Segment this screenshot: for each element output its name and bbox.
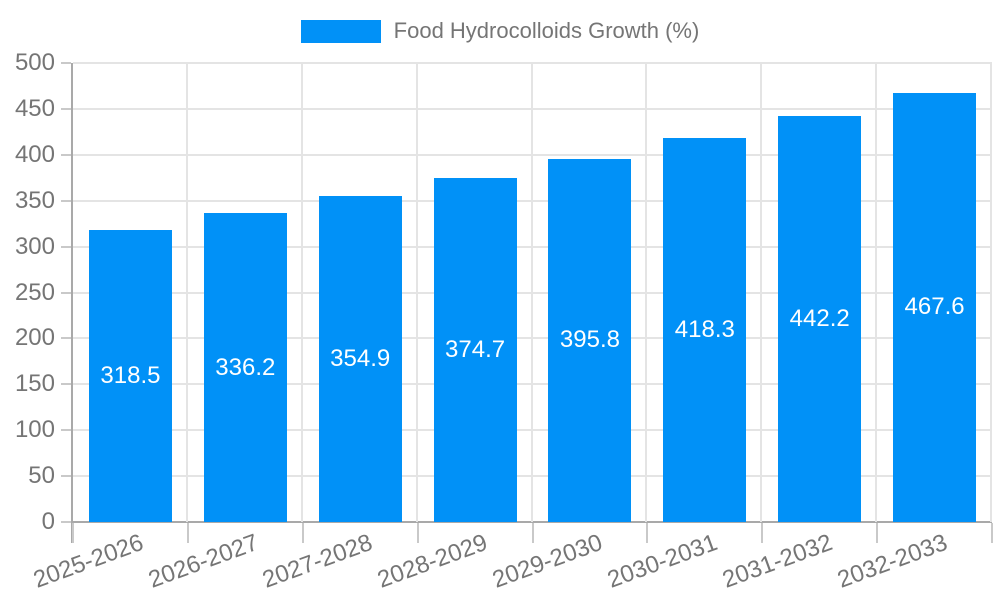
h-gridline [73,383,992,386]
y-tick [61,429,71,432]
x-tick [991,523,993,543]
v-gridline [875,63,878,522]
x-tick [72,523,74,543]
x-tick [301,523,304,543]
bar: 442.2 [778,116,862,522]
h-gridline [73,107,992,110]
x-axis-label: 2026-2027 [144,529,262,594]
y-tick [61,521,71,523]
v-gridline [530,63,533,522]
v-gridline [645,63,648,522]
y-axis-line [71,63,73,543]
x-axis-label: 2025-2026 [29,529,147,594]
x-axis-label: 2029-2030 [489,529,607,594]
y-axis-label: 450 [14,94,55,122]
bar: 418.3 [663,138,747,522]
bar-value-label: 442.2 [789,305,850,333]
x-axis-label: 2031-2032 [718,529,836,594]
y-axis-label: 200 [14,324,55,352]
x-axis-label: 2027-2028 [259,529,377,594]
bar-value-label: 354.9 [330,345,391,373]
h-gridline [73,62,992,64]
x-tick [186,523,189,543]
bar-value-label: 318.5 [100,361,161,389]
y-axis-label: 300 [14,232,55,260]
bar: 336.2 [203,213,287,522]
v-gridline [760,63,763,522]
y-axis-label: 0 [41,508,55,535]
y-axis-label: 150 [14,370,55,398]
y-tick [61,337,71,340]
y-tick [61,475,71,478]
bar: 318.5 [88,229,172,522]
y-axis-label: 400 [14,140,55,168]
y-tick [61,107,71,110]
h-gridline [73,475,992,478]
x-tick [646,523,649,543]
v-gridline [990,63,992,522]
bar: 467.6 [893,92,977,522]
v-gridline [415,63,418,522]
bar: 395.8 [548,158,632,522]
h-gridline [73,199,992,202]
x-axis-label: 2030-2031 [603,529,722,594]
y-axis-label: 50 [28,462,55,490]
y-axis-label: 500 [14,49,55,76]
h-gridline [73,429,992,432]
v-gridline [300,63,303,522]
x-tick [876,523,879,543]
bar-value-label: 395.8 [559,326,620,354]
y-tick [61,383,71,386]
plot-area: 318.5 336.2 354.9 374.7 395.8 418.3 442.2 467.6 [73,62,992,522]
legend: Food Hydrocolloids Growth (%) [0,18,1000,44]
bar: 354.9 [318,196,402,522]
x-axis-label: 2032-2033 [833,529,951,594]
legend-label[interactable]: Food Hydrocolloids Growth (%) [393,18,700,43]
bar-value-label: 418.3 [674,316,735,343]
h-gridline [73,291,992,294]
y-axis-label: 100 [14,416,55,444]
h-gridline [73,153,992,156]
y-axis-label: 350 [14,186,55,214]
x-tick [761,523,764,543]
y-tick [61,199,71,202]
h-gridline [73,337,992,340]
x-axis-line [71,521,992,523]
bar-value-label: 374.7 [445,336,506,364]
y-tick [61,62,71,64]
x-axis-label: 2028-2029 [374,529,492,594]
v-gridline [185,63,188,522]
bar: 374.7 [433,178,517,522]
y-tick [61,291,71,294]
y-axis-label: 250 [14,278,55,306]
h-gridline [73,245,992,248]
bar-value-label: 336.2 [215,353,276,381]
y-tick [61,153,71,156]
bar-value-label: 467.6 [904,293,965,321]
x-tick [416,523,419,543]
x-tick [531,523,534,543]
legend-swatch[interactable] [300,19,381,43]
y-tick [61,245,71,248]
